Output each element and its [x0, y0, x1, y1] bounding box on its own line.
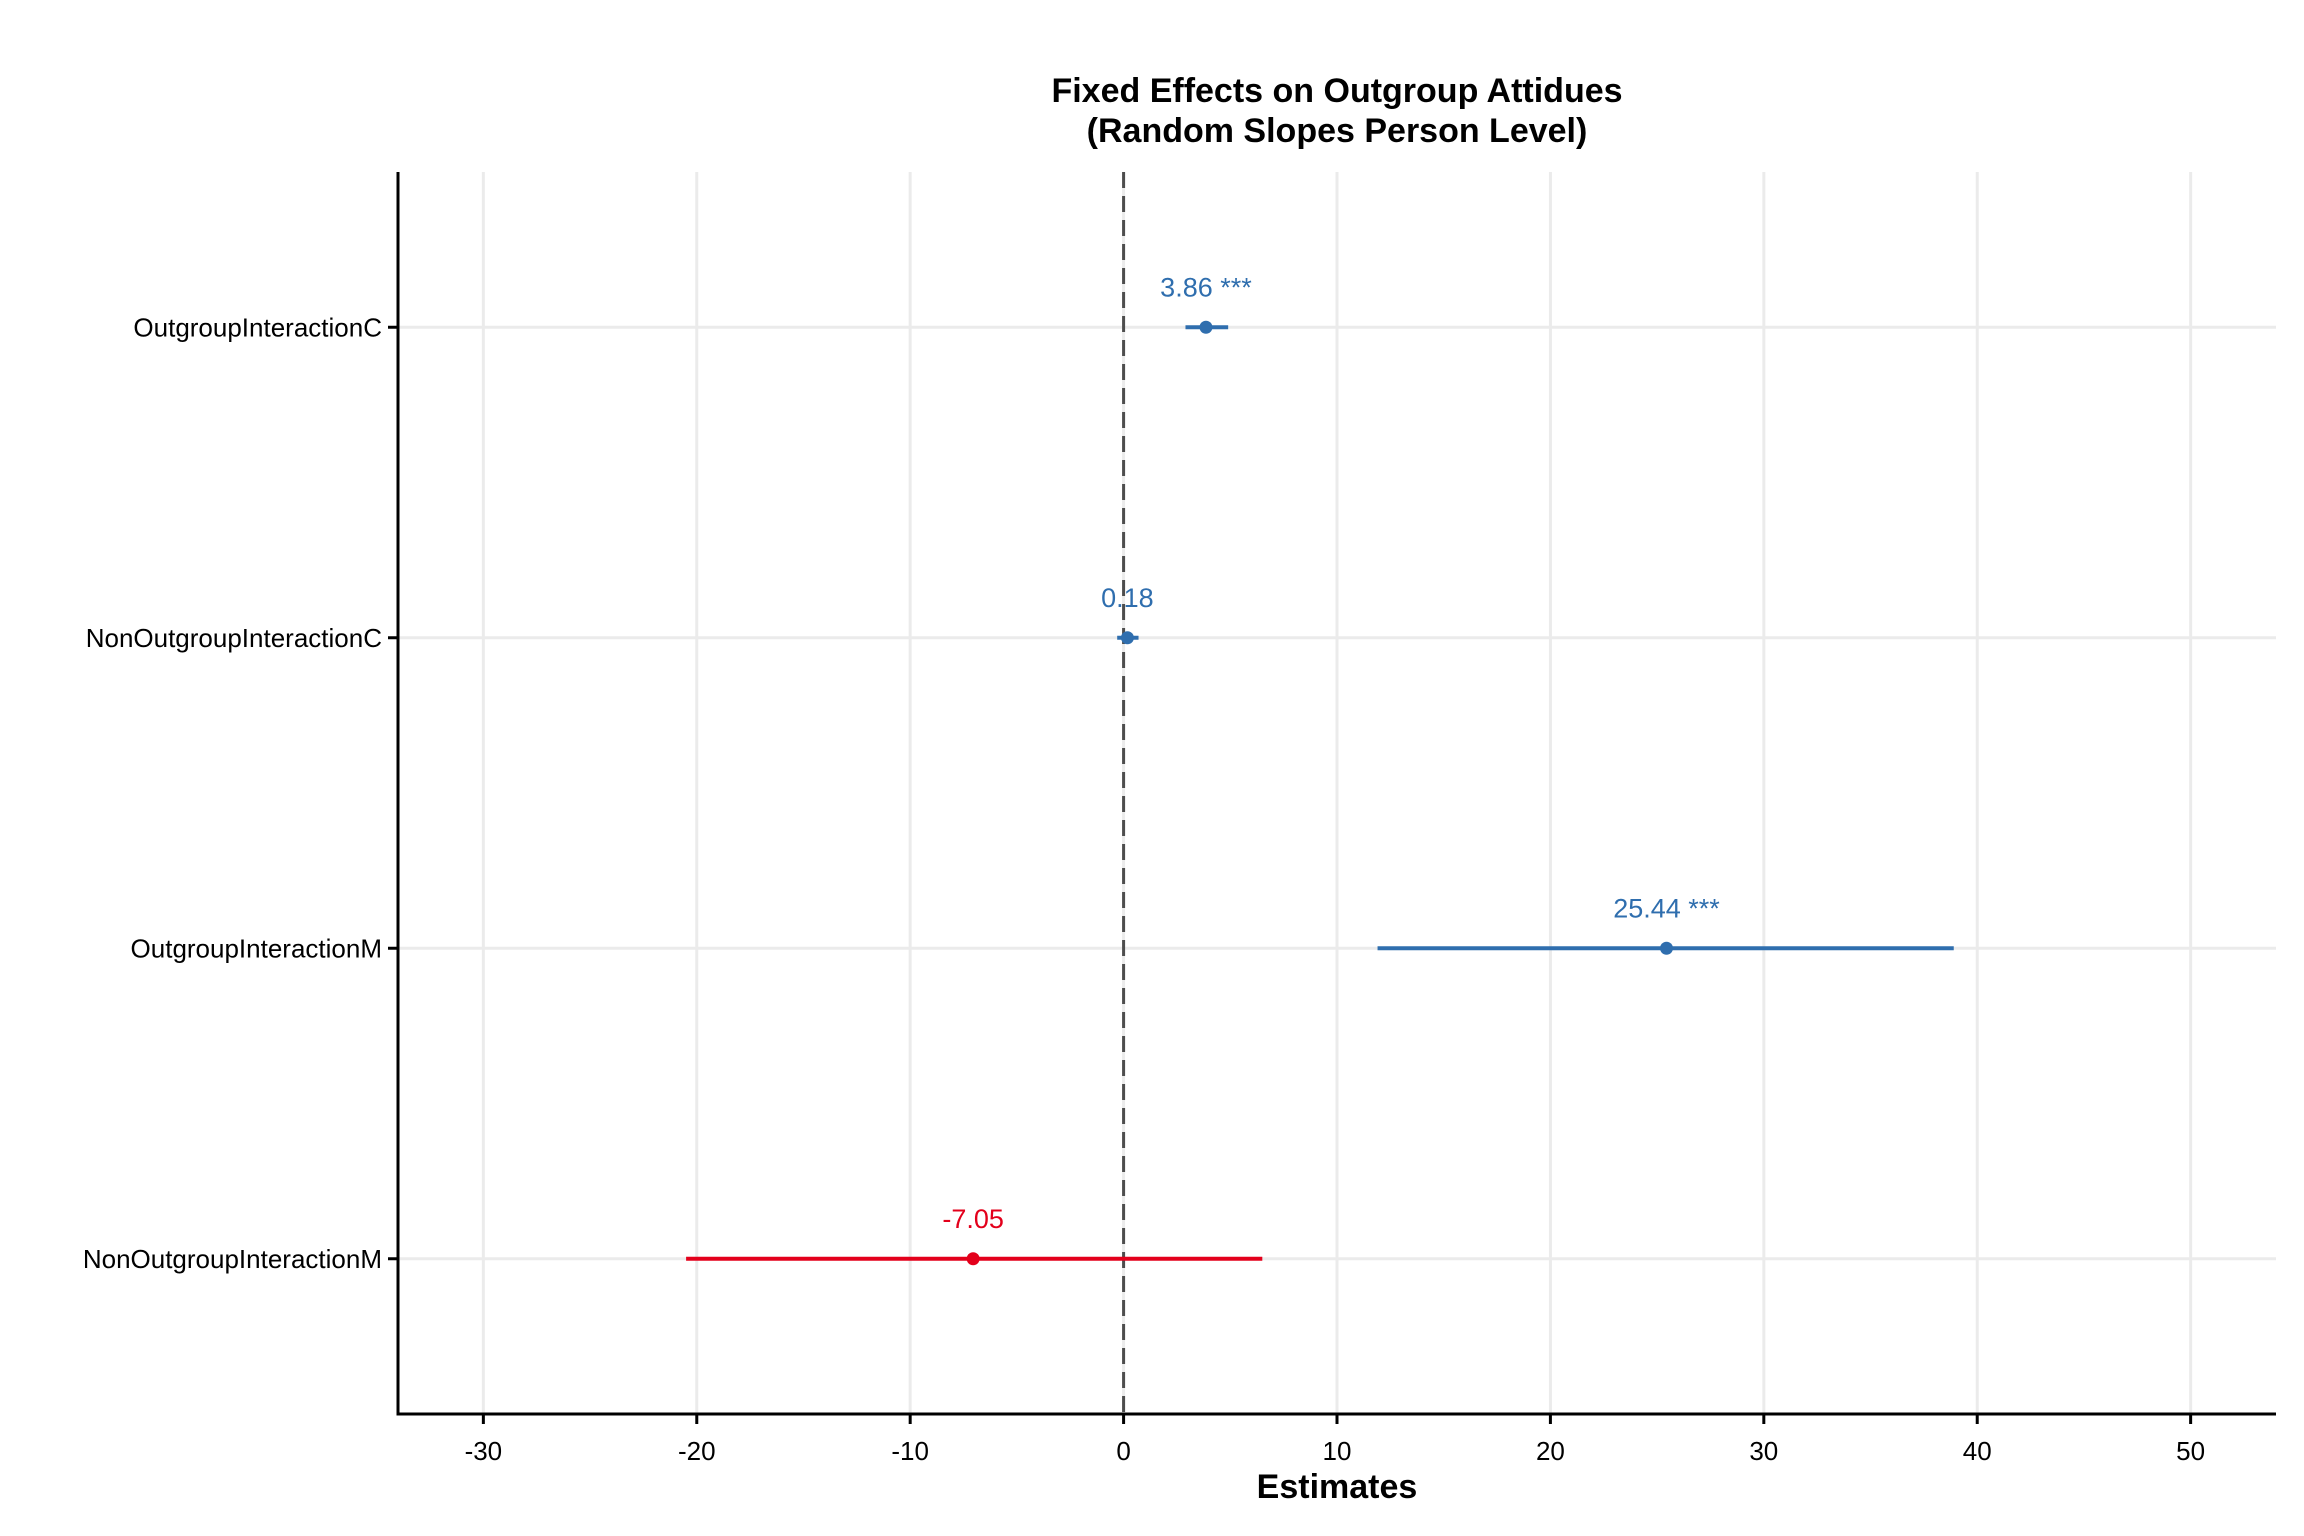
x-tick-label: -10 — [891, 1436, 929, 1466]
x-axis-label: Estimates — [1257, 1468, 1418, 1506]
x-tick-label: -30 — [465, 1436, 503, 1466]
x-tick-label: 30 — [1749, 1436, 1778, 1466]
estimate-point — [1199, 320, 1213, 334]
axis-layer: -30 -20 -10 0 10 20 30 40 50 OutgroupInteractionC… — [83, 172, 2276, 1466]
y-tick-label: OutgroupInteractionC — [133, 312, 382, 342]
estimate-label: 0.18 — [1101, 583, 1154, 613]
marks-layer: 3.86 *** 0.18 25.44 *** -7.05 — [686, 272, 1954, 1266]
estimate-point — [1120, 631, 1134, 645]
x-tick-label: 40 — [1963, 1436, 1992, 1466]
x-tick-label: -20 — [678, 1436, 716, 1466]
y-tick-label: NonOutgroupInteractionM — [83, 1244, 382, 1274]
x-tick-label: 10 — [1323, 1436, 1352, 1466]
x-tick-label: 20 — [1536, 1436, 1565, 1466]
chart-title-line-1: Fixed Effects on Outgroup Attidues — [1051, 72, 1622, 110]
x-tick-label: 0 — [1116, 1436, 1130, 1466]
x-tick-label: 50 — [2176, 1436, 2205, 1466]
chart-title-line-2: (Random Slopes Person Level) — [1087, 112, 1588, 150]
estimate-point — [1660, 941, 1674, 955]
estimate-label: 25.44 *** — [1613, 893, 1720, 923]
grid-layer — [398, 172, 2276, 1414]
y-tick-label: OutgroupInteractionM — [131, 933, 382, 963]
estimate-label: 3.86 *** — [1160, 272, 1252, 302]
estimate-label: -7.05 — [942, 1204, 1004, 1234]
estimate-point — [966, 1252, 980, 1266]
y-tick-label: NonOutgroupInteractionC — [86, 623, 382, 653]
